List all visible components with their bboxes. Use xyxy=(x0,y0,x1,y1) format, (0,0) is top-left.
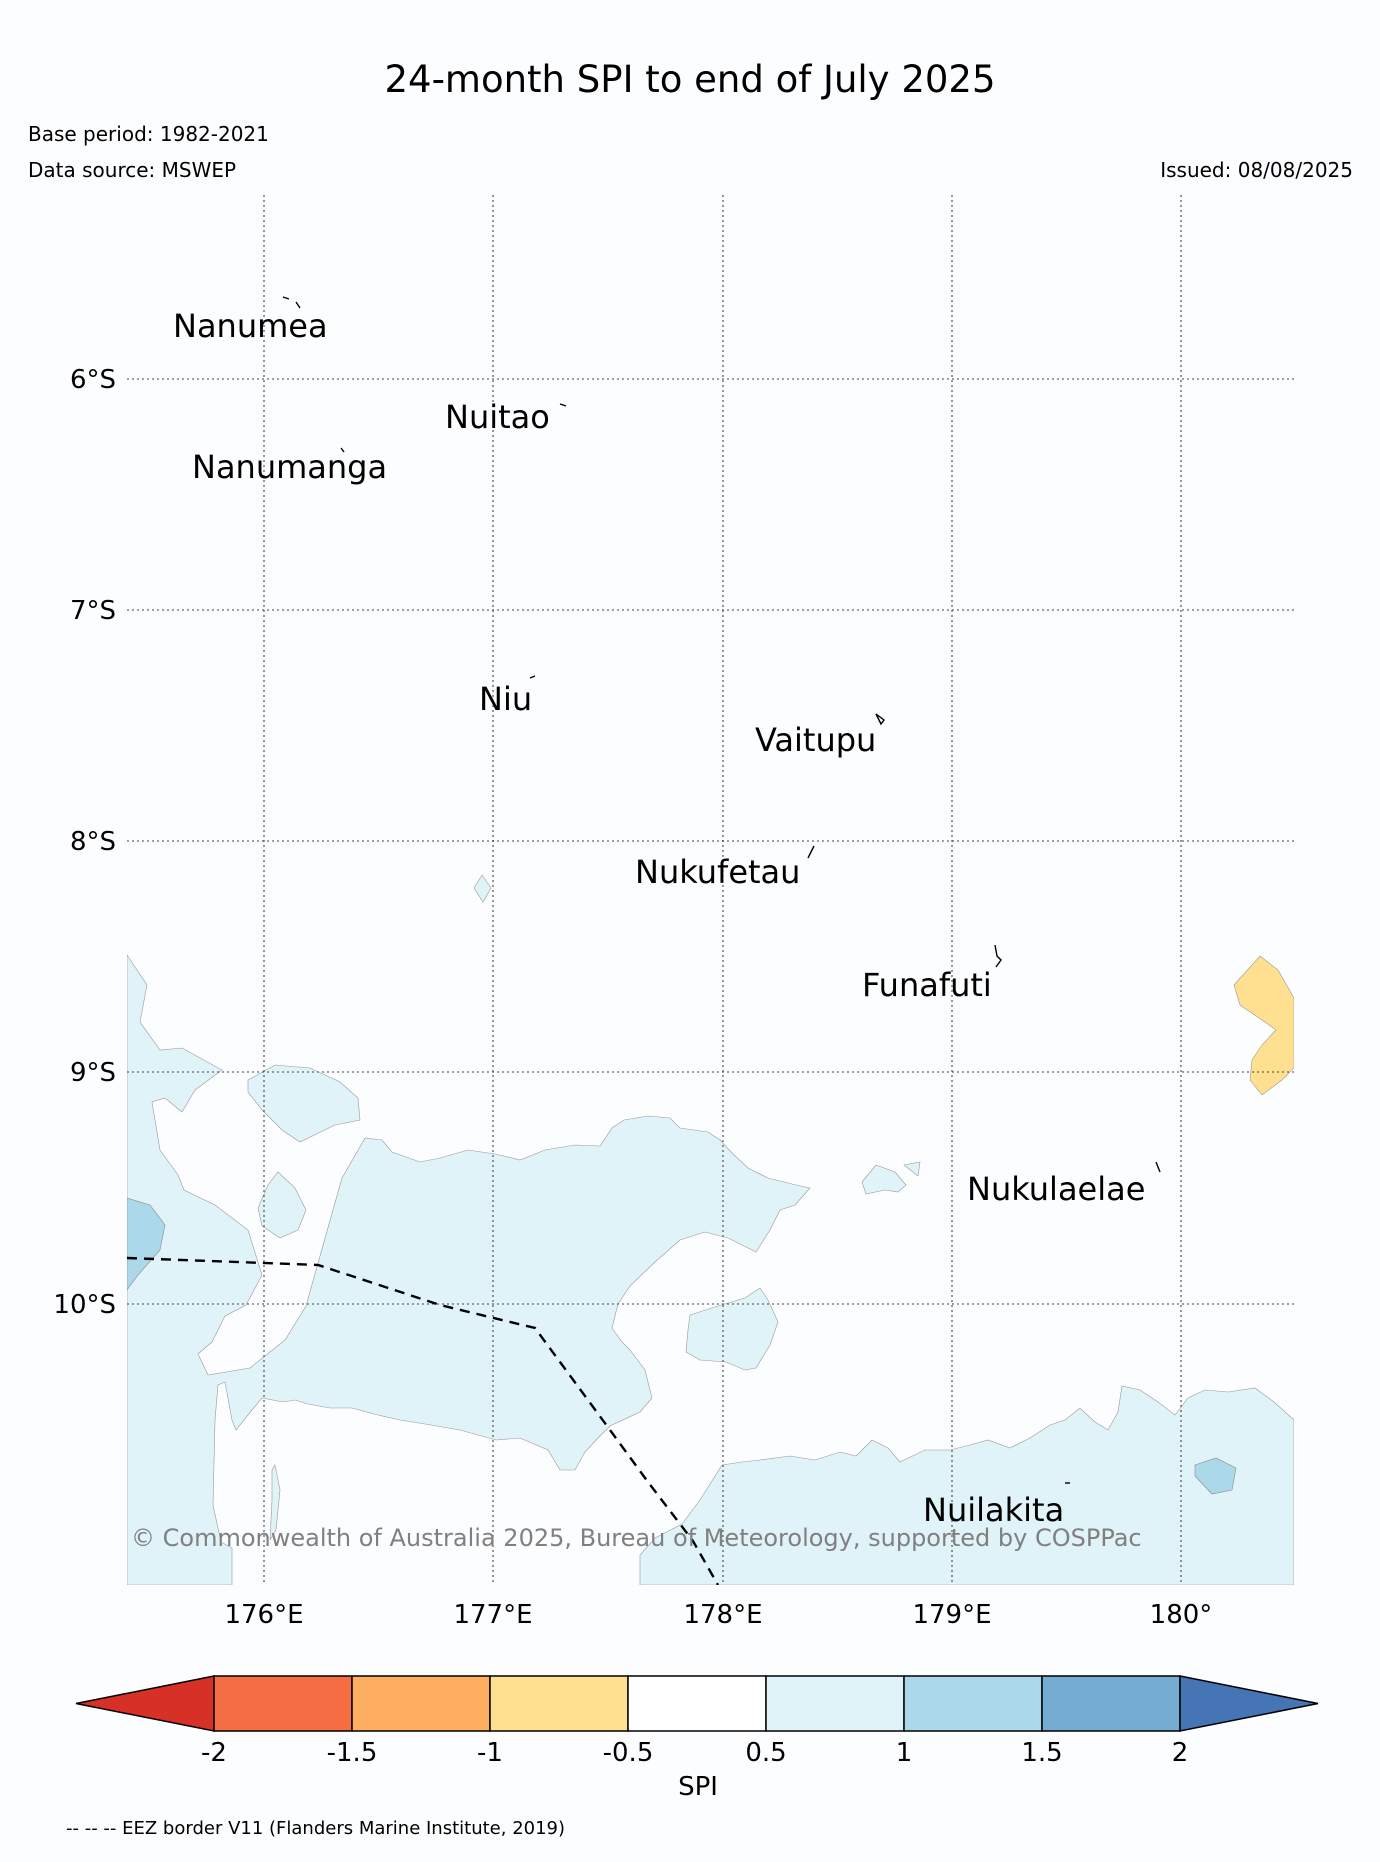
lon-tick-178e: 178°E xyxy=(683,1600,762,1630)
data-source-label: Data source: MSWEP xyxy=(28,158,237,182)
spi-patch-dry-east xyxy=(1233,955,1294,1096)
island-label-nukufetau: Nukufetau xyxy=(635,853,800,891)
colorbar-bin xyxy=(489,1675,629,1732)
colorbar-tick-label: -1 xyxy=(477,1738,503,1768)
eez-border xyxy=(127,1256,720,1585)
colorbar-extend-high xyxy=(1179,1675,1319,1732)
colorbar-bin xyxy=(627,1675,767,1732)
issued-date-label: Issued: 08/08/2025 xyxy=(1160,158,1353,182)
island-label-vaitupu: Vaitupu xyxy=(755,721,876,759)
funafuti-outline xyxy=(994,944,1002,968)
lat-tick-6s: 6°S xyxy=(70,365,116,395)
spi-patch-a xyxy=(247,1064,361,1143)
colorbar-tick-label: -1.5 xyxy=(327,1738,378,1768)
spi-patch-east-dark xyxy=(1194,1457,1237,1495)
spi-patch-f xyxy=(903,1161,921,1177)
colorbar-bin xyxy=(765,1675,905,1732)
colorbar-tick-label: 2 xyxy=(1172,1738,1189,1768)
spi-patch-e xyxy=(861,1164,907,1195)
spi-colorbar: -2 -1.5 -1 -0.5 0.5 1 1.5 2 SPI xyxy=(75,1675,1319,1802)
lon-tick-177e: 177°E xyxy=(453,1600,532,1630)
lat-tick-10s: 10°S xyxy=(53,1290,116,1320)
nuitao-outline xyxy=(559,403,567,407)
colorbar-bin xyxy=(351,1675,491,1732)
island-label-niu: Niu xyxy=(479,680,532,718)
nanumea-outline xyxy=(282,296,301,309)
colorbar-extend-low xyxy=(75,1675,215,1732)
map-title: 24-month SPI to end of July 2025 xyxy=(384,58,996,101)
spi-region-west xyxy=(127,954,811,1585)
island-label-funafuti: Funafuti xyxy=(862,966,992,1004)
colorbar-bin xyxy=(903,1675,1043,1732)
niu-outline xyxy=(529,675,536,679)
colorbar-tick-label: -2 xyxy=(201,1738,227,1768)
spi-region-south xyxy=(639,1385,1294,1585)
colorbar-tick-label: 0.5 xyxy=(745,1738,786,1768)
island-label-nukulaelae: Nukulaelae xyxy=(967,1170,1145,1208)
colorbar-tick-label: 1 xyxy=(896,1738,913,1768)
spi-patch-d xyxy=(685,1287,779,1371)
copyright-notice: © Commonwealth of Australia 2025, Bureau… xyxy=(131,1524,1142,1552)
colorbar-tick-label: -0.5 xyxy=(603,1738,654,1768)
colorbar-tick-label: 1.5 xyxy=(1021,1738,1062,1768)
colorbar-bin xyxy=(213,1675,353,1732)
spi-patch-c xyxy=(473,874,492,903)
spi-shading xyxy=(127,874,1294,1585)
lat-tick-8s: 8°S xyxy=(70,827,116,857)
lon-tick-180: 180° xyxy=(1150,1600,1213,1630)
colorbar-bin xyxy=(1041,1675,1181,1732)
island-outlines xyxy=(282,296,1161,1484)
colorbar-swatches xyxy=(75,1675,1319,1732)
lat-tick-9s: 9°S xyxy=(70,1058,116,1088)
spi-patch-west-dark xyxy=(127,1197,166,1291)
base-period-label: Base period: 1982-2021 xyxy=(28,122,269,146)
colorbar-label: SPI xyxy=(678,1772,718,1802)
spi-patch-b xyxy=(257,1171,307,1239)
vaitupu-outline xyxy=(875,713,885,726)
island-label-nuilakita: Nuilakita xyxy=(923,1491,1064,1529)
island-label-nanumea: Nanumea xyxy=(173,307,328,345)
nukulaelae-outline xyxy=(1155,1161,1161,1173)
island-label-nanumanga: Nanumanga xyxy=(192,448,387,486)
map-figure: Nanumea Nuitao Nanumanga Niu Vaitupu Nuk… xyxy=(53,195,1294,1630)
lat-tick-7s: 7°S xyxy=(70,596,116,626)
eez-border-note: -- -- -- EEZ border V11 (Flanders Marine… xyxy=(66,1818,566,1839)
lon-tick-176e: 176°E xyxy=(224,1600,303,1630)
island-label-nuitao: Nuitao xyxy=(445,398,550,436)
graticule xyxy=(127,195,1294,1585)
nanumanga-outline xyxy=(340,447,345,453)
nukufetau-outline xyxy=(807,845,815,859)
spi-patch-g xyxy=(269,1464,281,1541)
lon-tick-179e: 179°E xyxy=(912,1600,991,1630)
